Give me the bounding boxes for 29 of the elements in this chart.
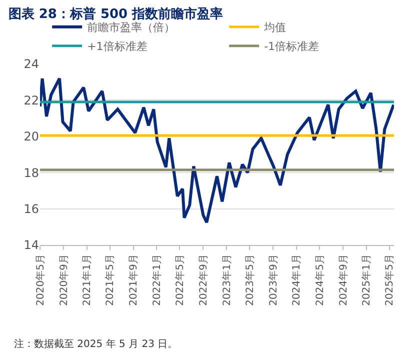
y-tick-label: 24 (24, 57, 39, 72)
legend-label: +1倍标准差 (87, 40, 148, 54)
x-tick-label: 2024年9月 (337, 254, 350, 306)
y-tick-label: 18 (24, 166, 39, 180)
x-tick-label: 2021年5月 (104, 254, 116, 306)
x-tick-label: 2025年5月 (384, 254, 396, 306)
x-tick-label: 2022年1月 (150, 254, 163, 306)
x-tick-label: 2020年9月 (58, 254, 70, 306)
line-series (40, 76, 394, 224)
y-tick-label: 20 (24, 130, 39, 144)
legend-label: 前瞻市盈率（倍） (87, 21, 176, 34)
x-tick-label: 2023年9月 (267, 254, 280, 306)
legend-label: 均值 (263, 21, 286, 34)
y-tick-label: 16 (24, 202, 39, 216)
x-tick-label: 2023年5月 (244, 254, 256, 306)
chart-title: 图表 28：标普 500 指数前瞻市盈率 (8, 6, 224, 22)
legend-label: -1倍标准差 (264, 40, 320, 54)
x-tick-label: 2021年1月 (81, 254, 94, 306)
x-tick-label: 2020年5月 (34, 254, 46, 306)
x-tick-label: 2025年1月 (360, 254, 373, 306)
x-tick-label: 2024年5月 (314, 254, 326, 306)
x-tick-label: 2022年5月 (174, 254, 186, 306)
x-tick-label: 2023年1月 (220, 254, 233, 306)
x-tick-label: 2022年9月 (197, 254, 210, 306)
x-tick-label: 2021年9月 (128, 254, 140, 306)
y-tick-label: 22 (24, 93, 39, 108)
y-tick-label: 14 (24, 238, 39, 252)
text: 注：数据截至 2025 年 5 月 23 日。 (14, 338, 178, 350)
x-tick-label: 2024年1月 (290, 254, 303, 306)
